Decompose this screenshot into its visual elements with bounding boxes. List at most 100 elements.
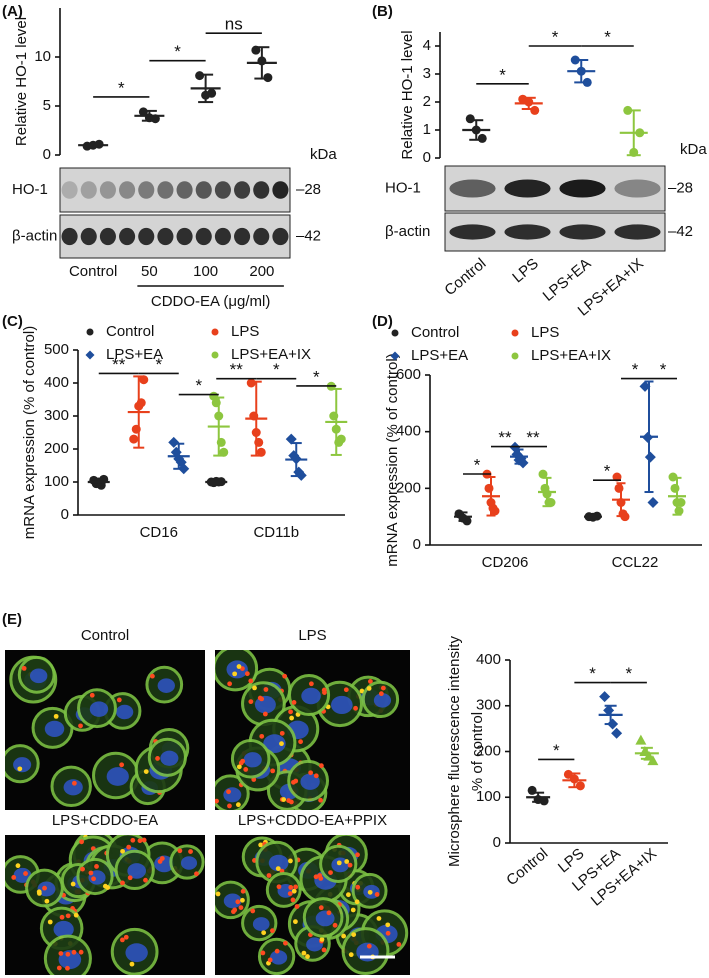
y-axis-label: Relative HO-1 level <box>399 30 416 159</box>
microsphere <box>283 940 288 946</box>
blot-band <box>138 227 155 246</box>
microsphere <box>328 870 333 876</box>
significance-label: * <box>552 27 559 46</box>
y-tick-label: 300 <box>476 697 501 714</box>
y-tick-label: 0 <box>61 506 69 523</box>
microsphere <box>298 739 303 745</box>
image-label: LPS+CDDO-EA+PPIX <box>238 812 387 829</box>
microsphere <box>332 922 338 928</box>
microsphere <box>58 951 64 956</box>
microsphere <box>105 885 111 890</box>
microsphere <box>269 928 275 934</box>
microsphere <box>305 954 310 959</box>
blot-band <box>234 227 251 246</box>
microsphere <box>266 873 272 878</box>
blot-band <box>214 227 231 246</box>
microsphere <box>353 705 358 711</box>
data-point <box>256 447 266 457</box>
blot-band <box>99 181 116 199</box>
x-tick-label: CD206 <box>482 554 529 571</box>
blot-band <box>157 227 174 246</box>
significance-label: * <box>273 360 280 379</box>
nucleus <box>263 734 286 754</box>
significance-label: ns <box>225 15 243 34</box>
microsphere <box>345 892 351 898</box>
y-tick-label: 400 <box>396 423 421 440</box>
x-tick-label: CD11b <box>253 524 299 541</box>
blot-band <box>195 227 212 246</box>
x-tick-label: CD16 <box>140 524 178 541</box>
blot-band <box>234 181 251 199</box>
microsphere <box>159 856 165 861</box>
y-axis-label: Relative HO-1 level <box>13 17 30 146</box>
legend-marker <box>511 352 519 360</box>
microsphere <box>293 884 299 890</box>
microsphere <box>227 681 233 687</box>
microsphere <box>226 789 231 795</box>
data-point <box>670 483 680 493</box>
legend-label: LPS+EA+IX <box>531 347 611 364</box>
micrograph <box>215 835 410 975</box>
microsphere <box>236 664 242 669</box>
data-point <box>129 434 139 444</box>
microsphere <box>267 957 273 963</box>
microsphere <box>215 891 221 897</box>
nucleus <box>223 787 242 803</box>
microsphere <box>318 905 324 911</box>
blot-band <box>449 179 496 198</box>
data-point <box>676 498 686 507</box>
microsphere <box>308 770 314 776</box>
microsphere <box>119 937 125 943</box>
microsphere <box>287 891 293 896</box>
blot-band <box>504 179 551 198</box>
microsphere <box>261 930 267 936</box>
y-tick-label: 100 <box>44 473 69 490</box>
microsphere <box>351 932 357 938</box>
y-tick-label: 100 <box>476 788 501 805</box>
microsphere <box>263 687 269 692</box>
microsphere <box>56 965 62 971</box>
nucleus <box>106 767 129 786</box>
significance-label: * <box>589 664 596 683</box>
significance-label: ** <box>112 355 126 374</box>
microsphere <box>374 892 380 897</box>
microsphere <box>36 890 42 896</box>
microsphere <box>367 889 373 895</box>
legend-label: LPS+EA <box>411 347 468 364</box>
microsphere <box>288 709 293 715</box>
microsphere <box>294 904 300 909</box>
data-point <box>168 436 180 448</box>
data-point <box>644 451 656 463</box>
microsphere <box>80 866 85 872</box>
y-tick-label: 1 <box>423 121 431 138</box>
nucleus <box>223 893 242 909</box>
microsphere <box>366 943 372 949</box>
microsphere <box>71 780 77 786</box>
y-tick-label: 2 <box>423 93 431 110</box>
microsphere <box>318 763 324 769</box>
nucleus <box>243 752 262 768</box>
microsphere <box>71 949 77 955</box>
significance-label: * <box>625 664 632 683</box>
blot-size: –28 <box>668 179 693 196</box>
data-point <box>614 483 624 493</box>
microsphere <box>288 885 294 890</box>
microsphere <box>53 713 59 719</box>
microsphere <box>367 679 373 684</box>
nucleus <box>226 660 248 679</box>
y-tick-label: 500 <box>44 341 69 358</box>
microsphere <box>258 842 264 848</box>
microsphere <box>385 930 391 936</box>
y-tick-label: 0 <box>423 149 431 166</box>
nucleus <box>115 704 134 720</box>
y-tick-label: 0 <box>413 536 421 553</box>
microsphere <box>79 839 85 845</box>
microsphere <box>65 951 71 957</box>
legend-marker <box>511 329 519 337</box>
blot-band <box>559 224 606 240</box>
blot-band <box>80 227 97 246</box>
microsphere <box>89 692 95 698</box>
microsphere <box>232 671 238 677</box>
microsphere <box>21 665 27 671</box>
